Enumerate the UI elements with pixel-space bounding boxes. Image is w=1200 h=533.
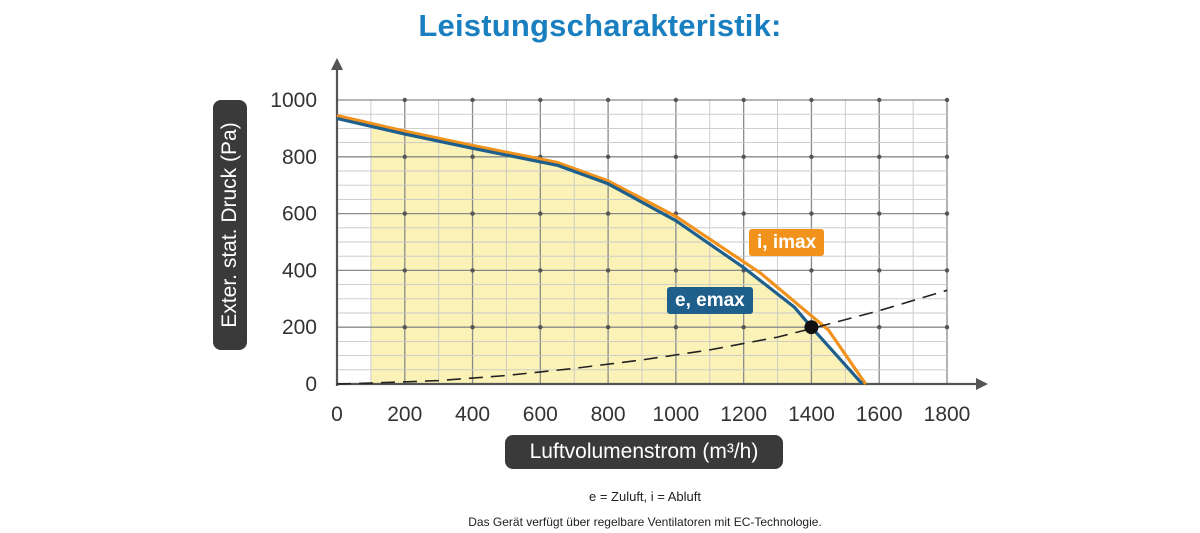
grid-dot xyxy=(538,325,543,330)
x-tick-label: 600 xyxy=(523,403,558,426)
grid-dot xyxy=(877,268,882,273)
grid-dot xyxy=(605,154,611,159)
y-tick-label: 400 xyxy=(282,259,317,282)
grid-dot xyxy=(470,325,475,330)
system-curve-line xyxy=(336,289,948,385)
grid-dot xyxy=(944,325,950,330)
x-tick-label: 1800 xyxy=(924,403,971,426)
grid-dot xyxy=(877,325,882,330)
grid-dot xyxy=(741,211,746,216)
y-tick-label: 200 xyxy=(282,316,317,339)
grid-dot xyxy=(470,211,475,216)
grid-lines xyxy=(337,97,950,384)
y-tick-label: 0 xyxy=(305,373,317,396)
grid-dot xyxy=(402,325,407,330)
x-tick-label: 800 xyxy=(591,403,626,426)
grid-dot xyxy=(470,268,475,273)
grid-dot xyxy=(877,97,882,103)
y-tick-label: 600 xyxy=(282,203,317,226)
grid-dot xyxy=(877,211,882,216)
grid-dot xyxy=(809,97,814,103)
grid-dot xyxy=(741,154,746,159)
grid-dot xyxy=(673,325,679,330)
x-tick-label: 200 xyxy=(387,403,422,426)
series-label-e-emax: e, emax xyxy=(667,287,753,314)
grid-dot xyxy=(402,268,407,273)
grid-dot xyxy=(538,97,543,103)
y-tick-label: 1000 xyxy=(270,89,317,112)
x-tick-label: 1400 xyxy=(788,403,835,426)
grid-dot xyxy=(741,325,746,330)
grid-dot xyxy=(673,97,679,103)
x-tick-label: 1200 xyxy=(720,403,767,426)
x-tick-label: 1000 xyxy=(653,403,700,426)
grid-dot xyxy=(809,211,814,216)
grid-dot xyxy=(402,154,407,159)
grid-dot xyxy=(741,97,746,103)
x-axis-label: Luftvolumenstrom (m³/h) xyxy=(505,435,783,469)
grid-dot xyxy=(809,154,814,159)
grid-dot xyxy=(877,154,882,159)
y-axis-arrow xyxy=(331,58,343,70)
legend-note: e = Zuluft, i = Abluft xyxy=(588,489,701,504)
x-axis-arrow xyxy=(976,378,988,390)
grid-dot xyxy=(470,97,475,103)
grid-dot xyxy=(538,268,543,273)
y-tick-label: 800 xyxy=(282,146,317,169)
operating-range-shading xyxy=(370,126,863,385)
chart-title: Leistungscharakteristik: xyxy=(418,8,782,43)
grid-dot xyxy=(470,154,475,159)
shaded-area xyxy=(370,126,863,385)
y-axis-label-box xyxy=(213,100,247,350)
operating-point xyxy=(804,320,819,335)
series-line-0 xyxy=(336,114,868,385)
grid-dot xyxy=(944,211,950,216)
x-tick-label: 0 xyxy=(331,403,343,426)
grid-dot xyxy=(944,268,950,273)
grid-dot xyxy=(402,211,407,216)
grid-dot xyxy=(809,268,814,273)
grid-dot xyxy=(538,211,543,216)
grid-dot xyxy=(673,268,679,273)
grid-dot xyxy=(605,211,611,216)
grid-dot xyxy=(944,154,950,159)
grid-dot xyxy=(605,97,611,103)
x-tick-label: 1600 xyxy=(856,403,903,426)
x-tick-label: 400 xyxy=(455,403,490,426)
y-axis-label: Exter. stat. Druck (Pa) xyxy=(218,122,241,328)
tick-labels: 0 200 400 600 800 1000 1200 1400 1600 1800 0 200 400… xyxy=(270,89,970,426)
operating-point-layer xyxy=(804,320,819,335)
series-label-i-imax: i, imax xyxy=(749,229,825,256)
grid-dot xyxy=(944,97,950,103)
grid-dot xyxy=(605,268,611,273)
grid-dot xyxy=(402,97,407,103)
grid-dot xyxy=(673,154,679,159)
description-note: Das Gerät verfügt über regelbare Ventila… xyxy=(468,515,822,529)
grid-dot xyxy=(605,325,611,330)
